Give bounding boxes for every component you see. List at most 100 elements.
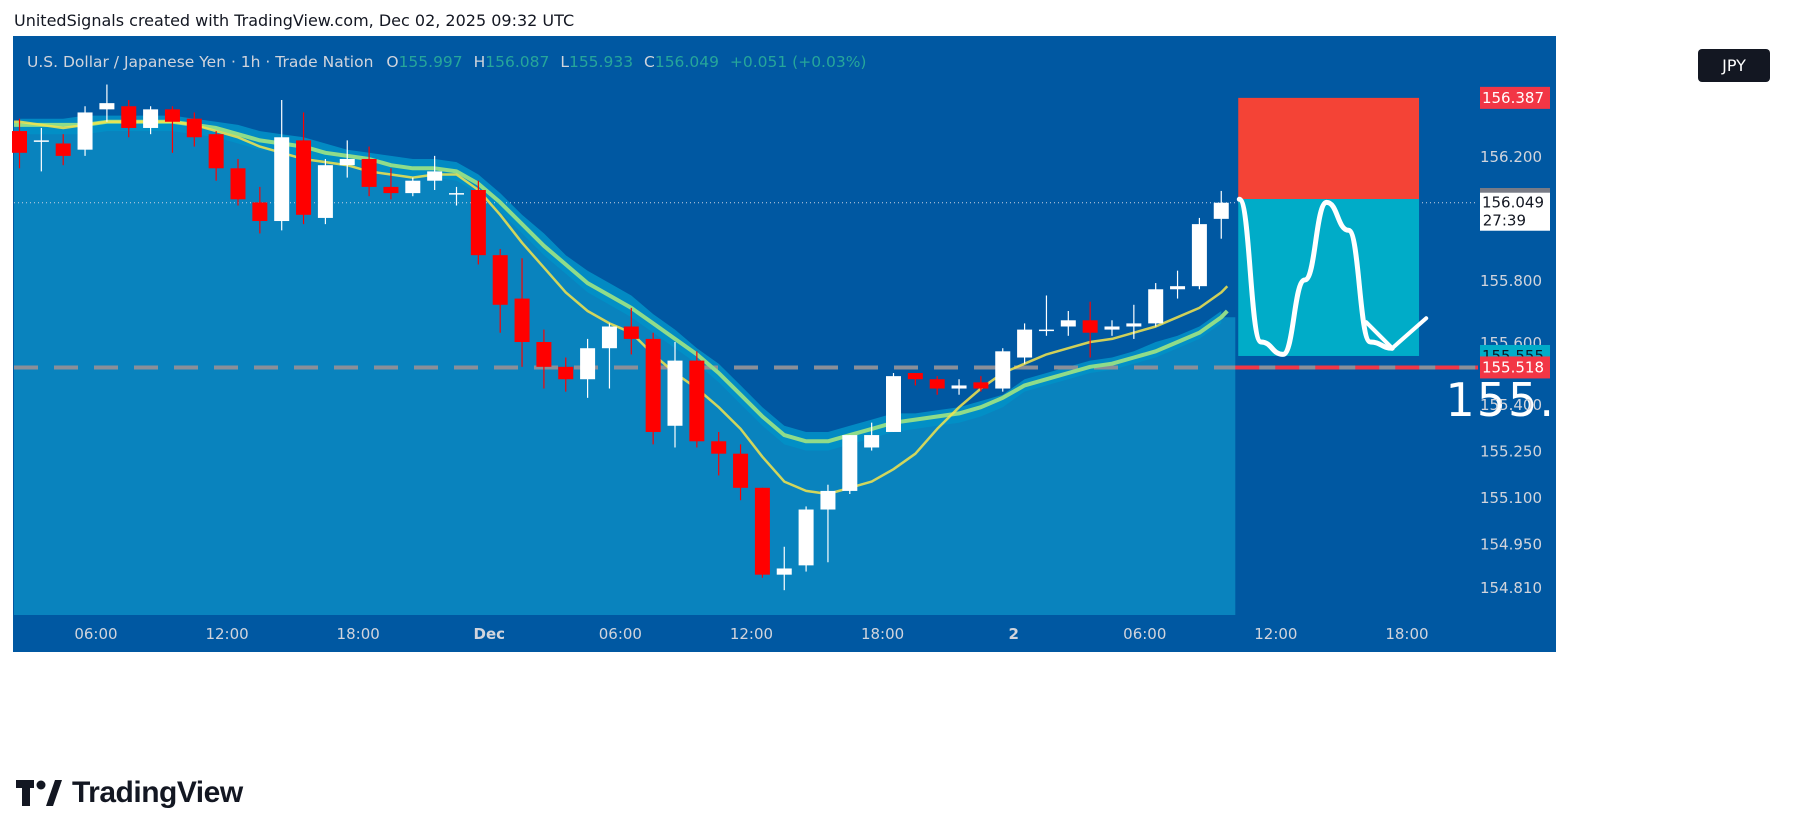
candle-body — [1148, 289, 1164, 324]
candle — [711, 431, 727, 476]
candle — [1213, 190, 1229, 239]
candle-body — [1170, 286, 1186, 290]
x-tick-label: 12:00 — [730, 625, 773, 643]
tradingview-brand: TradingView — [72, 776, 243, 809]
candle-body — [667, 360, 683, 426]
candle — [230, 158, 246, 206]
candle-body — [296, 140, 312, 215]
candle-body — [886, 376, 901, 432]
candle-body — [361, 158, 377, 187]
candle-body — [558, 366, 574, 380]
x-tick-label: 06:00 — [74, 625, 117, 643]
candle — [689, 351, 705, 448]
candle-body — [995, 351, 1011, 389]
candle — [820, 484, 836, 563]
forecast-arrowhead — [1364, 316, 1429, 351]
candle — [623, 307, 639, 355]
x-tick-label: 12:00 — [205, 625, 248, 643]
x-tick-label: 2 — [1008, 625, 1018, 643]
candle — [907, 373, 923, 386]
candle — [405, 177, 421, 197]
price-label-text: 155.518 — [1482, 358, 1544, 376]
legend-low: 155.933 — [568, 53, 634, 71]
legend-open-label: O — [386, 53, 399, 71]
candle-body — [776, 568, 792, 575]
legend-close-label: C — [644, 53, 655, 71]
candle-body — [427, 171, 443, 181]
currency-button[interactable]: JPY — [1698, 49, 1770, 82]
candle-body — [951, 385, 967, 389]
candle-body — [1082, 320, 1098, 333]
candle-body — [186, 118, 202, 138]
legend-high: 156.087 — [485, 53, 550, 71]
candle — [558, 357, 574, 392]
forecast-path — [1236, 196, 1395, 357]
candle — [864, 422, 880, 451]
candle — [580, 338, 596, 398]
candle — [296, 112, 312, 225]
tradingview-logo-icon — [16, 780, 62, 806]
candle — [121, 100, 137, 138]
legend-high-label: H — [473, 53, 486, 71]
candle — [776, 546, 792, 591]
candle — [1148, 283, 1164, 327]
candle-body — [1017, 329, 1033, 358]
tradingview-logo[interactable]: TradingView — [16, 776, 243, 810]
candle — [1038, 295, 1054, 336]
price-label-bg — [1480, 192, 1550, 231]
candle-body — [230, 168, 246, 200]
fast-ma-line — [14, 120, 1229, 496]
candle-body — [645, 338, 661, 432]
candle — [886, 373, 901, 432]
candle — [1017, 323, 1033, 364]
price-label-text: 156.049 — [1482, 194, 1544, 212]
candle — [1082, 301, 1098, 358]
y-tick-label: 155.800 — [1480, 272, 1542, 290]
y-tick-label: 156.200 — [1480, 148, 1542, 166]
y-tick-label: 155.100 — [1480, 489, 1542, 507]
candle — [208, 131, 224, 181]
x-tick-label: 06:00 — [1123, 625, 1166, 643]
candle — [951, 379, 967, 395]
y-tick-label: 154.950 — [1480, 536, 1542, 554]
price-label-level: 155.518 — [1480, 356, 1550, 379]
candle — [186, 112, 202, 147]
x-tick-label: Dec — [474, 625, 506, 643]
candle-body — [492, 255, 508, 305]
candle — [317, 158, 333, 225]
candle — [1191, 217, 1207, 290]
legend-change: +0.051 (+0.03%) — [729, 53, 867, 71]
candle-body — [1104, 326, 1120, 330]
candle — [361, 146, 377, 197]
symbol-legend: U.S. Dollar / Japanese Yen · 1h · Trade … — [27, 53, 866, 71]
candle — [514, 258, 530, 367]
candle-body — [864, 435, 880, 448]
chart-caption: UnitedSignals created with TradingView.c… — [14, 11, 575, 30]
candles — [12, 84, 1229, 591]
candle-body — [514, 298, 530, 343]
candle — [667, 342, 683, 448]
candle-body — [973, 382, 989, 389]
x-tick-label: 18:00 — [861, 625, 904, 643]
candle — [143, 106, 159, 135]
candle-body — [449, 193, 464, 195]
y-tick-label: 155.250 — [1480, 443, 1542, 461]
candle — [55, 134, 71, 166]
candle-body — [711, 441, 727, 454]
candle-body — [99, 103, 115, 110]
candle — [995, 348, 1011, 392]
candle-body — [733, 453, 749, 488]
x-tick-label: 18:00 — [337, 625, 380, 643]
legend-close: 156.049 — [654, 53, 719, 71]
candle — [601, 323, 617, 389]
price-label-bg — [1480, 356, 1550, 379]
candle-body — [317, 165, 333, 218]
candle — [1060, 310, 1076, 336]
candle-body — [470, 190, 486, 256]
candle-body — [55, 143, 71, 156]
slow-ma-line — [14, 119, 1229, 444]
candle-body — [405, 180, 421, 194]
candle-body — [601, 326, 617, 349]
candle — [427, 155, 443, 191]
